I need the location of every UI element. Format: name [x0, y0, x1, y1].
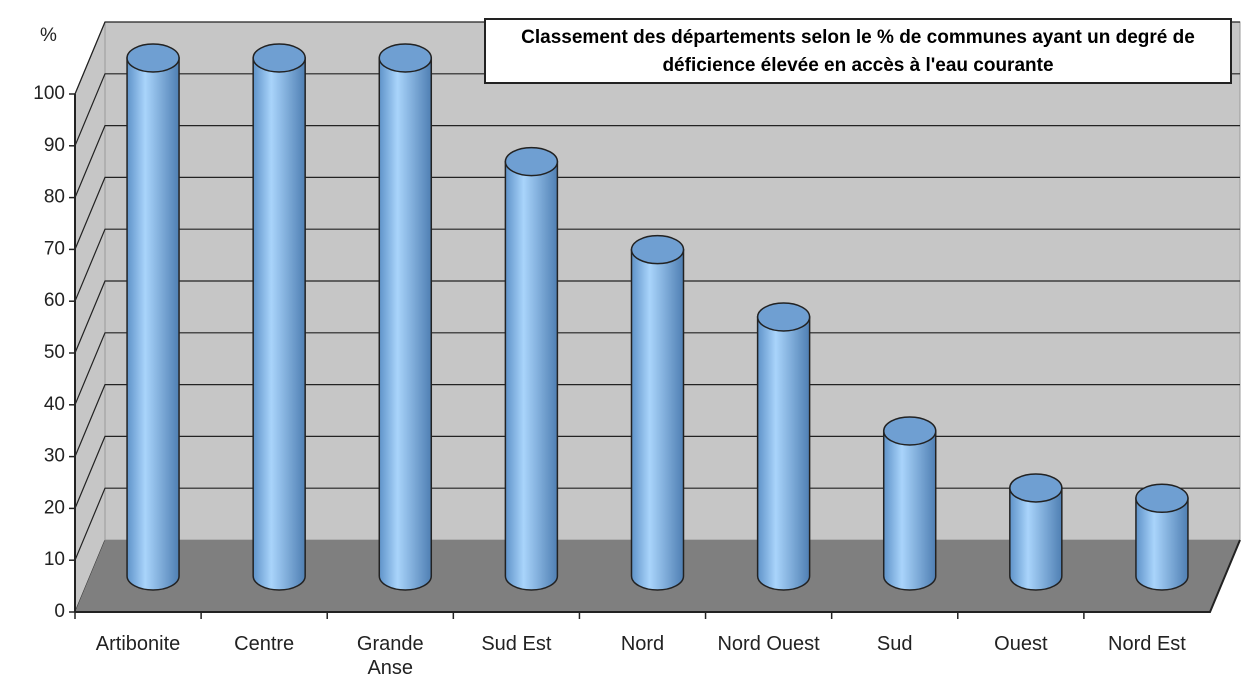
bar	[378, 43, 433, 591]
x-tick-label: Nord	[620, 633, 665, 655]
grid-line	[74, 487, 1240, 561]
x-tick-label: Artibonite	[95, 633, 181, 655]
bar-top	[252, 43, 306, 73]
bar-body	[504, 160, 559, 591]
bar-top	[630, 234, 685, 265]
y-tick-label: 90	[44, 135, 65, 156]
y-tick-label: 80	[44, 187, 65, 208]
grid-line	[74, 176, 1240, 250]
y-tick-label: 0	[54, 601, 65, 622]
bar	[126, 43, 180, 591]
x-tick-label: Sud	[876, 633, 913, 655]
grid-line	[74, 124, 1240, 198]
grid-line	[74, 228, 1240, 302]
bar-body	[756, 316, 811, 591]
bar-body	[1135, 497, 1189, 591]
x-tick-label: Nord Est	[1108, 633, 1186, 655]
bar-body	[378, 57, 433, 591]
y-tick-label: 30	[44, 446, 65, 467]
x-tick-label: Ouest	[994, 633, 1048, 655]
bar-top	[756, 302, 811, 332]
bar-body	[126, 57, 180, 591]
bar-top	[378, 43, 433, 73]
x-tick-label: Centre	[234, 633, 295, 655]
y-tick-label: 20	[44, 497, 65, 518]
bar-body	[252, 57, 306, 591]
y-tick-label: 10	[44, 549, 65, 570]
grid-line	[74, 384, 1240, 457]
bar-top	[1135, 483, 1189, 514]
x-tick-label: Nord Ouest	[717, 633, 820, 655]
bar	[1135, 483, 1189, 591]
y-tick-label: 40	[44, 394, 65, 415]
chart-title: Classement des départements selon le % d…	[484, 18, 1232, 84]
bar-body	[630, 248, 685, 591]
bar-top	[882, 416, 937, 446]
grid-line	[74, 332, 1240, 406]
bar	[504, 146, 559, 591]
x-tick-label: Grande Anse	[356, 633, 424, 679]
x-tick-label: Sud Est	[481, 633, 552, 655]
bar-top	[126, 43, 180, 73]
bar-top	[504, 146, 559, 177]
bar-body	[882, 430, 937, 591]
bar-top	[1009, 473, 1063, 503]
y-tick-label: 100	[33, 83, 65, 104]
bar-body	[1009, 487, 1063, 591]
bar	[882, 416, 937, 591]
y-tick-label: 70	[44, 238, 65, 259]
y-tick-label: 60	[44, 290, 65, 311]
grid-line	[74, 280, 1240, 354]
bar	[756, 302, 811, 591]
bar	[1009, 473, 1063, 591]
grid-line	[74, 435, 1240, 509]
y-axis-label: %	[40, 25, 57, 46]
y-tick-label: 50	[44, 342, 65, 363]
bar	[630, 234, 685, 591]
bar	[252, 43, 306, 591]
